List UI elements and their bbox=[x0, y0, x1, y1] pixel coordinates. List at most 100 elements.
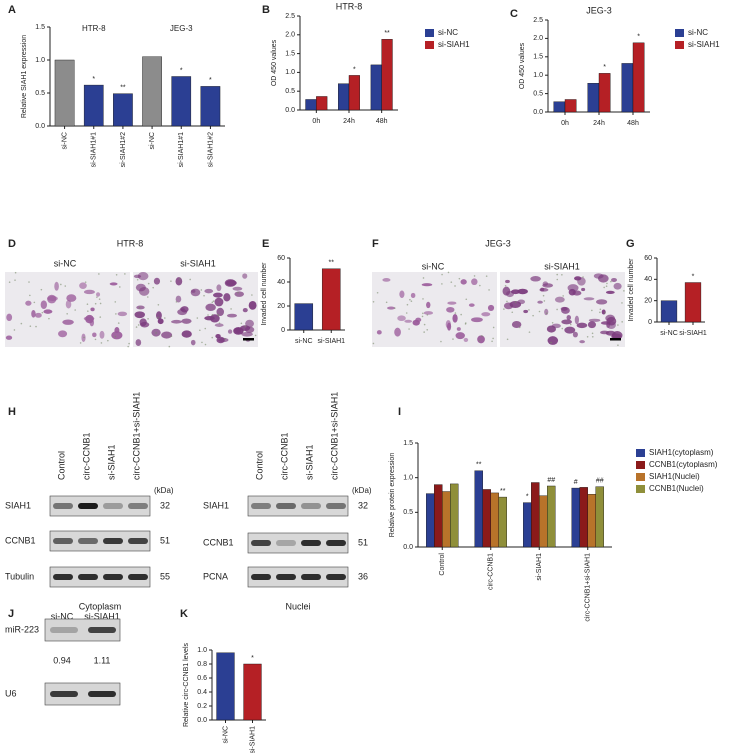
bar bbox=[83, 84, 104, 127]
row-label: SIAH1 bbox=[5, 500, 31, 510]
significance: ** bbox=[120, 85, 126, 92]
cell bbox=[554, 296, 565, 303]
legend-label: SIAH1(cytoplasm) bbox=[649, 448, 714, 457]
cell bbox=[205, 303, 216, 312]
y-tick-label: 0.0 bbox=[197, 717, 207, 724]
bar bbox=[370, 64, 382, 111]
pore bbox=[124, 273, 126, 275]
row-label: miR-223 bbox=[5, 624, 39, 634]
pore bbox=[146, 296, 149, 298]
pore bbox=[561, 327, 564, 330]
x-tick-label: Control bbox=[439, 553, 446, 576]
pore bbox=[556, 278, 559, 281]
pore bbox=[199, 329, 201, 332]
pore bbox=[35, 325, 37, 328]
band bbox=[326, 574, 346, 580]
pore bbox=[452, 338, 454, 340]
y-tick-label: 1.0 bbox=[197, 647, 207, 654]
pore bbox=[421, 315, 424, 318]
pore bbox=[422, 312, 424, 315]
y-axis-label: OD 450 values bbox=[271, 39, 278, 86]
pore bbox=[623, 290, 625, 292]
cell bbox=[477, 335, 485, 344]
cell bbox=[579, 340, 585, 344]
y-tick-label: 60 bbox=[277, 255, 285, 262]
pore bbox=[372, 342, 375, 345]
cell bbox=[394, 327, 401, 337]
scale-bar bbox=[243, 338, 254, 341]
lane-label: circ-CCNB1 bbox=[279, 432, 289, 480]
band bbox=[78, 503, 98, 509]
x-tick-label: si-NC bbox=[295, 338, 313, 345]
y-tick-label: 40 bbox=[644, 276, 652, 283]
pore bbox=[464, 323, 467, 325]
pore bbox=[204, 327, 207, 330]
cell bbox=[463, 337, 469, 342]
cell bbox=[214, 297, 224, 307]
cell bbox=[382, 278, 391, 282]
pore bbox=[99, 316, 102, 318]
cell bbox=[415, 317, 422, 323]
cell bbox=[177, 309, 188, 316]
legend-label: CCNB1(Nuclei) bbox=[649, 484, 704, 493]
significance: * bbox=[251, 655, 254, 662]
micrograph bbox=[372, 272, 497, 347]
cell bbox=[227, 329, 233, 334]
cell bbox=[242, 307, 248, 313]
pore bbox=[582, 276, 584, 278]
band bbox=[128, 538, 148, 544]
cell bbox=[234, 291, 244, 297]
x-tick-label: si-SIAH1#1 bbox=[178, 132, 185, 168]
pore bbox=[217, 313, 219, 316]
bar bbox=[547, 485, 556, 548]
pore bbox=[454, 312, 457, 314]
pore bbox=[621, 321, 623, 323]
blot-strip bbox=[247, 495, 349, 517]
bar bbox=[426, 493, 435, 548]
pore bbox=[599, 308, 602, 311]
pore bbox=[135, 326, 138, 328]
cell bbox=[79, 282, 87, 289]
cell bbox=[156, 311, 162, 320]
pore bbox=[473, 275, 476, 277]
scale-bar bbox=[610, 338, 621, 341]
pore bbox=[478, 339, 481, 342]
cell bbox=[487, 304, 495, 312]
cell bbox=[136, 305, 145, 310]
band bbox=[128, 574, 148, 580]
y-tick-label: 0.0 bbox=[285, 107, 295, 114]
pore bbox=[99, 302, 102, 305]
pore bbox=[224, 338, 226, 340]
bar bbox=[498, 496, 507, 548]
bar bbox=[598, 73, 611, 113]
bar bbox=[490, 492, 499, 548]
cell bbox=[241, 331, 253, 337]
column-label: si-NC bbox=[422, 261, 445, 271]
pore bbox=[491, 340, 493, 343]
pore bbox=[385, 301, 388, 304]
pore bbox=[561, 274, 563, 276]
y-tick-label: 2.0 bbox=[285, 32, 295, 39]
pore bbox=[84, 281, 87, 283]
pore bbox=[240, 322, 243, 325]
ratio: 0.94 bbox=[53, 655, 71, 665]
cell bbox=[423, 311, 434, 315]
significance: * bbox=[603, 64, 606, 71]
pore bbox=[603, 286, 605, 289]
band bbox=[88, 691, 116, 697]
pore bbox=[96, 296, 98, 298]
cell bbox=[223, 293, 231, 302]
pore bbox=[591, 309, 593, 312]
pore bbox=[621, 302, 623, 304]
y-tick-label: 40 bbox=[277, 279, 285, 286]
pore bbox=[244, 325, 247, 328]
cell bbox=[566, 314, 572, 321]
ratio: 1.11 bbox=[94, 655, 111, 665]
pore bbox=[60, 283, 62, 286]
x-tick-label: si-NC bbox=[149, 132, 156, 150]
cell bbox=[47, 294, 57, 304]
cell bbox=[134, 311, 145, 319]
x-tick-label: si-NC bbox=[222, 726, 229, 744]
panel-letter: D bbox=[8, 238, 16, 250]
